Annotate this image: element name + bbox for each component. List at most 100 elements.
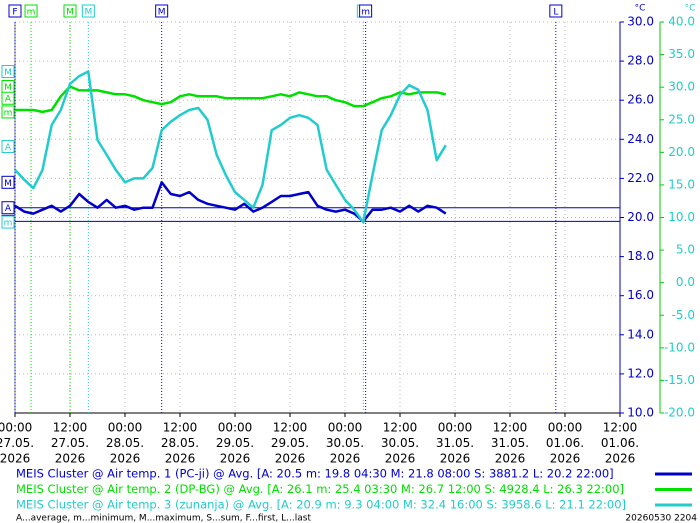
y-tick-label: 10.0 — [627, 406, 654, 420]
time-marker-box — [549, 4, 563, 18]
value-marker-box — [1, 175, 15, 189]
time-marker-box — [155, 4, 169, 18]
y2-tick-label: 25.0 — [668, 112, 695, 126]
value-marker: M — [1, 80, 15, 94]
y2-tick-label: 15.0 — [668, 177, 695, 191]
series-line — [14, 70, 447, 224]
y2-tick-label: -20.0 — [664, 406, 695, 420]
x-tick-label: 2026 — [220, 452, 251, 466]
x-tick-label: 31.05. — [491, 436, 529, 450]
x-tick-label: 28.05. — [161, 436, 199, 450]
y-tick-label: 18.0 — [627, 249, 654, 263]
x-tick-label: 00:00 — [108, 421, 143, 435]
x-tick-label: 00:00 — [328, 421, 363, 435]
value-marker: M — [1, 175, 15, 189]
time-marker-box — [359, 4, 373, 18]
x-tick-label: 27.05. — [0, 436, 34, 450]
y-tick-label: 28.0 — [627, 54, 654, 68]
value-marker-label: M — [4, 68, 12, 78]
time-marker-box — [63, 4, 77, 18]
y2-tick-label: -15.0 — [664, 373, 695, 387]
y-tick-label: 12.0 — [627, 366, 654, 380]
y2-tick-label: -10.0 — [664, 340, 695, 354]
value-marker-label: m — [4, 108, 13, 118]
x-tick-label: 27.05. — [51, 436, 89, 450]
y-tick-label: 30.0 — [627, 15, 654, 29]
time-marker: M — [81, 4, 95, 18]
value-marker-label: M — [4, 83, 12, 93]
x-tick-label: 28.05. — [106, 436, 144, 450]
time-marker-label: M — [66, 8, 74, 18]
time-marker-box — [8, 4, 22, 18]
x-tick-label: 29.05. — [271, 436, 309, 450]
x-tick-label: 2026 — [605, 452, 636, 466]
value-marker-box — [1, 91, 15, 105]
time-marker-box — [24, 4, 38, 18]
x-tick-label: 01.06. — [546, 436, 584, 450]
x-tick-label: 12:00 — [493, 421, 528, 435]
value-marker: A — [1, 91, 15, 105]
x-tick-label: 2026 — [440, 452, 471, 466]
y-tick-label: 26.0 — [627, 93, 654, 107]
x-tick-label: 31.05. — [436, 436, 474, 450]
footnote: A...average, m...minimum, M...maximum, S… — [16, 514, 311, 523]
value-marker: M — [1, 65, 15, 79]
y-tick-label: 16.0 — [627, 288, 654, 302]
value-marker: A — [1, 201, 15, 215]
time-marker: M — [63, 4, 77, 18]
x-tick-label: 00:00 — [218, 421, 253, 435]
legend-label: MEIS Cluster @ Air temp. 3 (zunanja) @ A… — [16, 498, 626, 512]
y-tick-label: 24.0 — [627, 132, 654, 146]
x-tick-label: 2026 — [0, 452, 30, 466]
value-marker-label: m — [4, 219, 13, 229]
time-marker: F — [8, 4, 22, 18]
x-tick-label: 2026 — [330, 452, 361, 466]
x-tick-label: 12:00 — [383, 421, 418, 435]
legend-label: MEIS Cluster @ Air temp. 1 (PC-ji) @ Avg… — [16, 467, 614, 481]
x-tick-label: 2026 — [385, 452, 416, 466]
x-tick-label: 2026 — [165, 452, 196, 466]
value-marker-box — [1, 65, 15, 79]
time-marker: M — [155, 4, 169, 18]
value-marker-box — [1, 105, 15, 119]
y-tick-label: 20.0 — [627, 210, 654, 224]
legend-label: MEIS Cluster @ Air temp. 2 (DP-BG) @ Avg… — [16, 482, 624, 496]
x-tick-label: 30.05. — [381, 436, 419, 450]
x-tick-label: 12:00 — [163, 421, 198, 435]
time-marker: L — [549, 4, 563, 18]
x-tick-label: 00:00 — [0, 421, 32, 435]
value-marker-box — [1, 201, 15, 215]
x-tick-label: 12:00 — [603, 421, 638, 435]
value-marker-box — [1, 215, 15, 229]
y-unit: °C — [635, 4, 646, 14]
value-marker-label: A — [5, 204, 12, 214]
value-marker-label: M — [4, 179, 12, 189]
value-marker-label: A — [5, 95, 12, 105]
time-marker-label: m — [27, 8, 36, 18]
x-tick-label: 2026 — [110, 452, 141, 466]
value-marker: m — [1, 215, 15, 229]
x-tick-label: 01.06. — [601, 436, 639, 450]
time-marker: m — [359, 4, 373, 18]
x-tick-label: 12:00 — [273, 421, 308, 435]
x-tick-label: 00:00 — [438, 421, 473, 435]
y2-tick-label: 40.0 — [668, 15, 695, 29]
x-tick-label: 2026 — [275, 452, 306, 466]
series-line — [15, 85, 447, 114]
x-tick-label: 12:00 — [53, 421, 88, 435]
time-marker-label: L — [553, 8, 558, 18]
value-marker-label: A — [5, 143, 12, 153]
x-tick-label: 2026 — [495, 452, 526, 466]
value-marker-box — [1, 139, 15, 153]
value-marker: A — [1, 139, 15, 153]
y2-tick-label: 10.0 — [668, 210, 695, 224]
time-marker: m — [24, 4, 38, 18]
y-tick-label: 14.0 — [627, 327, 654, 341]
time-marker-label: M — [84, 8, 92, 18]
y2-tick-label: 0.0 — [676, 275, 695, 289]
x-tick-label: 00:00 — [548, 421, 583, 435]
y-tick-label: 22.0 — [627, 171, 654, 185]
time-marker-label: M — [158, 8, 166, 18]
